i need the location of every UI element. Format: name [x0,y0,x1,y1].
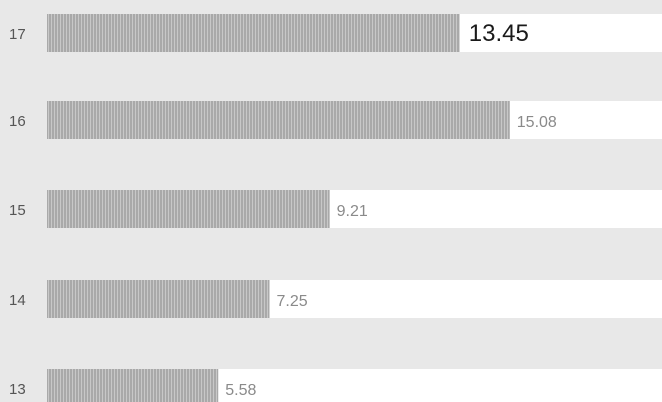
category-label-16: 16 [9,113,26,130]
chart-plot-area: 17 13.45 16 15.08 15 9.21 14 7.25 13 5.58 [9,14,662,402]
bar-14 [47,280,270,318]
category-label-13: 13 [9,381,26,398]
bar-17 [47,14,460,52]
bar-13 [47,369,219,402]
value-label-16: 15.08 [517,114,557,131]
category-label-15: 15 [9,202,26,219]
bar-15 [47,190,330,228]
value-label-17: 13.45 [469,20,529,47]
category-label-14: 14 [9,292,26,309]
value-label-14: 7.25 [276,293,307,310]
category-label-17: 17 [9,26,26,43]
value-label-13: 5.58 [225,382,256,399]
value-label-15: 9.21 [337,203,368,220]
bar-16 [47,101,510,139]
